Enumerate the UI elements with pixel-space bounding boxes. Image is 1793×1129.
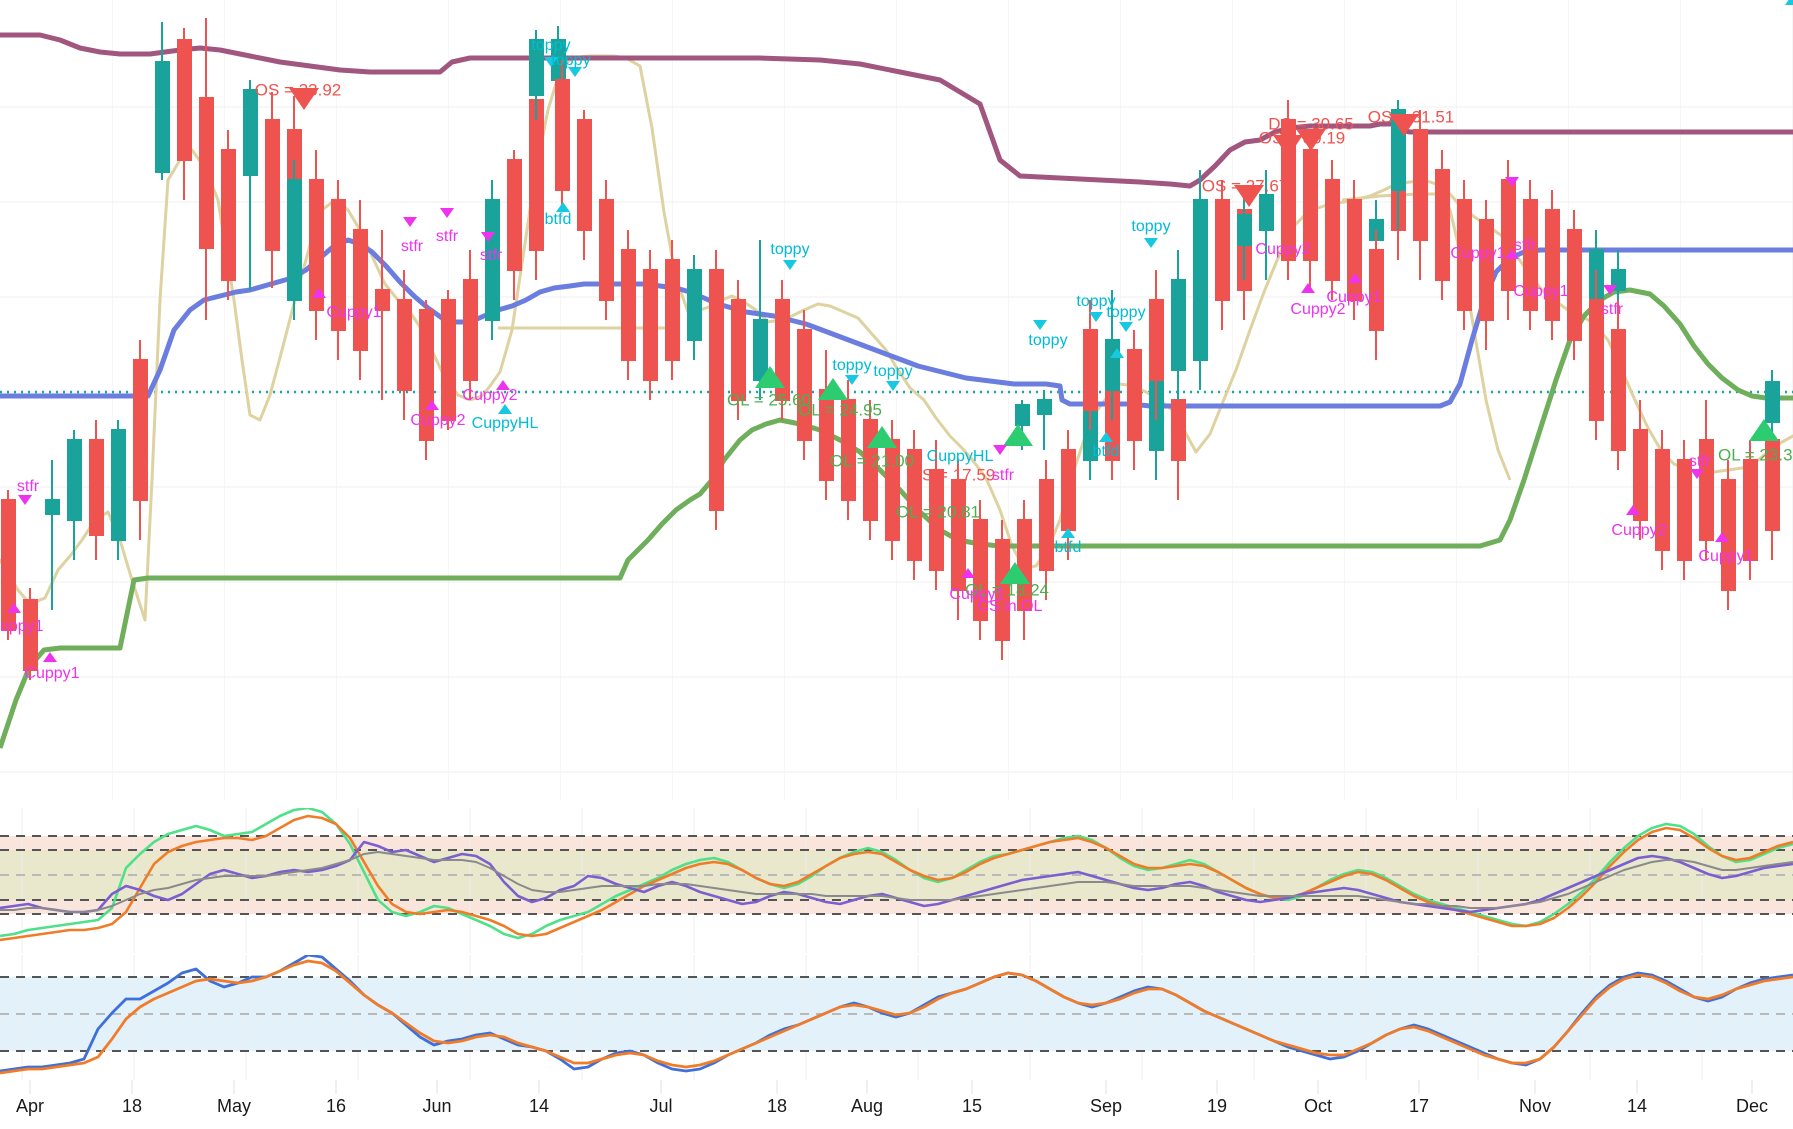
axis-tick-marks: [29, 1080, 1753, 1094]
annotation-label: DS = 30.65: [1268, 114, 1354, 134]
annotation-label: toppy: [873, 363, 913, 380]
annotation-label: stfr: [16, 478, 40, 495]
axis-tick-label: 19: [1206, 1096, 1228, 1116]
oscillator-lower-panel[interactable]: [0, 955, 1793, 1080]
annotation-label: stfr: [435, 228, 459, 245]
annotation-label: Cuppy1: [1326, 289, 1382, 306]
annotation-label: CS in OL: [977, 598, 1043, 615]
annotation-label: stfr: [1600, 301, 1624, 318]
price-panel[interactable]: OS = 33.92 OS = 27.67 DS = 30.65 OS = 30.19…: [0, 0, 1793, 800]
annotation-label: toppy: [531, 37, 571, 54]
guide-lines: [0, 976, 1793, 1052]
annotation-label: OS = 17.59: [908, 465, 996, 485]
annotation-label: CuppyHL: [471, 415, 539, 432]
annotation-label: Cuppy1: [1513, 283, 1569, 300]
annotation-label: stfr: [1513, 237, 1537, 254]
time-axis[interactable]: Apr 18 May 16 Jun 14 Jul 18 Aug 15 Sep 19 Oct 17 Nov 14…: [0, 1080, 1793, 1129]
axis-tick-label: 16: [325, 1096, 347, 1116]
axis-tick-label: Jul: [649, 1096, 673, 1116]
annotation-label: Cuppy1: [326, 304, 382, 321]
annotation-label: toppy: [770, 241, 810, 258]
annotation-label: toppy: [1106, 304, 1146, 321]
annotation-label: Cuppy2: [1255, 241, 1311, 258]
grid-lines: [21, 808, 1703, 953]
annotation-label: btfd: [544, 211, 572, 228]
annotation-label: OL = 21.00: [830, 451, 914, 471]
annotation-label: toppy: [1028, 332, 1068, 349]
annotation-label: stfr: [991, 467, 1015, 484]
annotation-label: toppy: [832, 357, 872, 374]
annotation-label: OS = 31.51: [1367, 107, 1455, 127]
gray-line: [0, 851, 1793, 913]
annotation-label: Cuppy1: [1698, 548, 1754, 565]
annotation-label: toppy: [551, 52, 591, 69]
axis-tick-label: Sep: [1089, 1096, 1123, 1116]
green-line: [0, 808, 1793, 940]
annotation-label: Cuppy2: [410, 412, 466, 429]
annotation-label: Cuppy1: [949, 586, 1005, 603]
axis-tick-label: 18: [766, 1096, 788, 1116]
axis-tick-label: Aug: [850, 1096, 884, 1116]
axis-tick-label: Apr: [15, 1096, 45, 1116]
orange-line: [0, 814, 1793, 942]
grid-lines: [21, 955, 1703, 1080]
annotation-label: toppy: [1076, 293, 1116, 310]
annotation-label: OL = 20.81: [896, 502, 980, 522]
annotation-label: toppy: [1131, 218, 1171, 235]
annotation-label: CuppyHL: [926, 448, 994, 465]
axis-tick-label: 15: [961, 1096, 983, 1116]
annotation-label: stfr: [400, 238, 424, 255]
axis-tick-label: Nov: [1518, 1096, 1552, 1116]
annotation-label: stfr: [479, 247, 503, 264]
annotation-label: OL = 23.39: [1718, 445, 1793, 465]
annotation-label: Cuppy2: [462, 387, 518, 404]
annotation-label: Cuppy1: [0, 618, 44, 635]
upper-band-line: [0, 32, 1793, 189]
axis-tick-label: 14: [528, 1096, 550, 1116]
annotation-label: Cuppy2: [1290, 301, 1346, 318]
annotation-label: OS = 27.67: [1201, 176, 1289, 196]
axis-tick-label: Jun: [422, 1096, 452, 1116]
price-plot: [0, 0, 1793, 800]
axis-tick-label: Dec: [1735, 1096, 1769, 1116]
annotation-label: OL = 18.24: [965, 580, 1049, 600]
axis-tick-label: 17: [1408, 1096, 1430, 1116]
annotation-label: OL = 24.95: [798, 400, 882, 420]
axis-tick-label: Oct: [1303, 1096, 1333, 1116]
axis-tick-label: May: [216, 1096, 252, 1116]
axis-tick-label: 14: [1626, 1096, 1648, 1116]
annotation-label: Cuppy2: [1611, 522, 1667, 539]
annotation-label: stfr: [1688, 453, 1712, 470]
annotation-label: OS = 33.92: [254, 80, 342, 100]
annotation-label: btfd: [1092, 443, 1120, 460]
guide-lines: [0, 835, 1793, 915]
annotations-layer: OS = 33.92 OS = 27.67 DS = 30.65 OS = 30.19…: [0, 37, 1793, 682]
oscillator-lower-plot: [0, 955, 1793, 1080]
annotation-label: Cuppy1: [1450, 245, 1506, 262]
axis-tick-label: 18: [121, 1096, 143, 1116]
oscillator-upper-panel[interactable]: [0, 808, 1793, 953]
orange-line-2: [0, 959, 1793, 1075]
annotation-label: btfd: [1054, 539, 1082, 556]
oscillator-upper-plot: [0, 808, 1793, 953]
annotation-label: OS = 30.19: [1258, 128, 1346, 148]
annotation-label: OL = 25.60: [727, 390, 811, 410]
annotation-label: Cuppy1: [24, 665, 80, 682]
